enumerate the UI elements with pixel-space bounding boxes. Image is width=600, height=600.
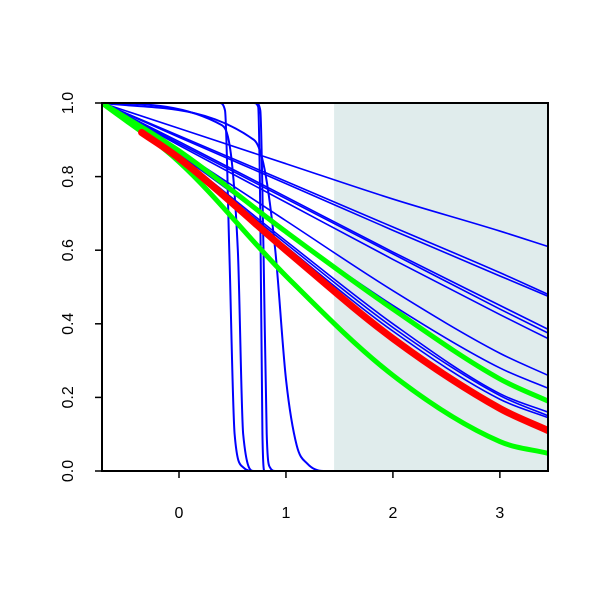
series-line-1 (102, 103, 548, 471)
y-tick-label-1: 0.2 (60, 386, 77, 408)
y-tick-label-0: 0.0 (60, 460, 77, 482)
series-line-19 (138, 128, 548, 435)
plot-frame (101, 102, 549, 472)
series-line-17 (102, 103, 548, 404)
x-tick-label-3: 3 (495, 505, 504, 522)
y-tick-label-2: 0.4 (60, 313, 77, 335)
x-tick-label-0: 0 (175, 505, 184, 522)
y-tick-label-3: 0.6 (60, 239, 77, 261)
series-line-10 (102, 103, 548, 340)
series-line-5 (102, 103, 548, 471)
y-tick-label-5: 1.0 (60, 92, 77, 114)
series-line-7 (102, 103, 548, 296)
series-line-9 (102, 103, 548, 334)
x-tick-label-2: 2 (388, 505, 397, 522)
x-tick-label-1: 1 (282, 505, 291, 522)
series-line-8 (102, 103, 548, 297)
y-tick-label-4: 0.8 (60, 165, 77, 187)
series-line-6 (102, 103, 548, 248)
series-line-11 (102, 103, 548, 331)
series-line-3 (102, 103, 548, 471)
